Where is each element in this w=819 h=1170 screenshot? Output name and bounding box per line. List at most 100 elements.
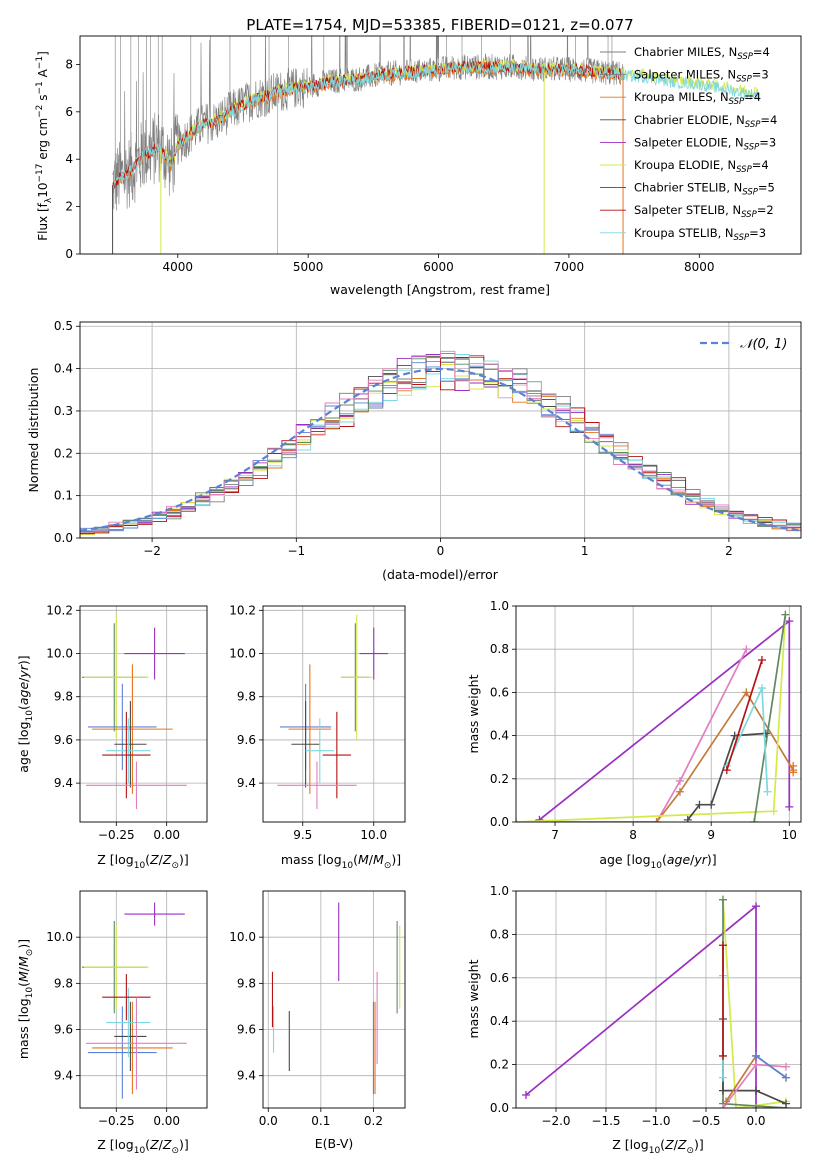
- x-axis-label: Z [log10(Z/Z⊙)]: [612, 1137, 704, 1156]
- weight-marker: [752, 1051, 760, 1060]
- weight-marker: [683, 815, 692, 822]
- axes-frame: [79, 35, 802, 255]
- y-tick-label: 0.2: [54, 446, 73, 460]
- x-tick-label: 0.1: [311, 1114, 330, 1128]
- weight-marker: [752, 1060, 760, 1069]
- y-axis-label: Flux [fλ10−17 erg cm−2 s−1 A−1]: [35, 51, 54, 241]
- y-tick-label: 9.6: [54, 733, 73, 747]
- y-axis-label: Normed distribution: [26, 368, 41, 493]
- y-tick-label: 10.0: [46, 647, 73, 661]
- weight-marker: [742, 688, 751, 697]
- weight-marker: [789, 761, 798, 770]
- y-tick-label: 0.8: [490, 642, 509, 656]
- y-tick-label: 0.2: [490, 1058, 509, 1072]
- weight-marker: [752, 902, 760, 911]
- x-tick-label: 5000: [293, 260, 324, 274]
- weight-marker: [761, 729, 770, 738]
- weight-marker: [742, 645, 751, 654]
- x-axis-label: wavelength [Angstrom, rest frame]: [330, 282, 550, 297]
- weight-series: [538, 619, 791, 821]
- x-axis-label: E(B-V): [315, 1136, 354, 1151]
- x-tick-label: −2.0: [541, 1114, 570, 1128]
- x-tick-label: 9: [707, 828, 715, 842]
- weight-marker: [722, 766, 731, 775]
- axes-frame: [79, 890, 208, 1109]
- y-tick-label: 10.2: [46, 603, 73, 617]
- y-tick-label: 9.4: [54, 776, 73, 790]
- weight-marker: [675, 776, 684, 785]
- weight-marker: [722, 1097, 730, 1106]
- legend-label: Kroupa ELODIE, NSSP=4: [634, 158, 769, 175]
- weight-marker: [750, 818, 759, 822]
- y-tick-label: 0.0: [54, 531, 73, 545]
- histogram-series: [80, 350, 801, 534]
- plot-area: [277, 614, 388, 810]
- axes-frame: [79, 321, 802, 539]
- x-axis-label: Z [log10(Z/Z⊙)]: [97, 852, 189, 871]
- weight-marker: [785, 617, 794, 626]
- y-tick-label: 0.3: [54, 404, 73, 418]
- x-axis-label: Z [log10(Z/Z⊙)]: [97, 1137, 189, 1156]
- figure-title: PLATE=1754, MJD=53385, FIBERID=0121, z=0…: [246, 16, 633, 34]
- weight-series: [755, 1055, 787, 1079]
- x-tick-label: 4000: [163, 260, 194, 274]
- weight-marker: [782, 1073, 790, 1082]
- x-tick-label: 6000: [423, 260, 454, 274]
- gaussian-curve: [80, 367, 801, 532]
- y-tick-label: 2: [65, 200, 73, 214]
- axes-weight_vs_age: 7 8 9 10 0.0 0.2 0.4 0.6 0.8 1.0 age [log10(age/yr…: [466, 599, 802, 871]
- axes-weight_vs_Z: −2.0 −1.5 −1.0 −0.5 0.0 0.0 0.2 0.4 0.6 0.8 1.0 Z […: [466, 884, 802, 1156]
- x-tick-label: 8: [629, 828, 637, 842]
- legend-label: Salpeter ELODIE, NSSP=3: [634, 135, 776, 152]
- weight-marker: [719, 1073, 727, 1082]
- weight-marker: [675, 787, 684, 796]
- plot-area: [271, 902, 401, 1095]
- weight-marker: [757, 656, 766, 664]
- x-tick-label: 0.2: [364, 1114, 383, 1128]
- y-axis-label: age [log10(age/yr)]: [16, 655, 35, 772]
- axes-frame: [262, 605, 406, 823]
- weight-marker: [719, 1086, 727, 1095]
- axes-mass_vs_Z: −0.25 0.00 9.4 9.6 9.8 10.0 Z [log10(Z/Z⊙)] mas…: [16, 890, 208, 1156]
- weight-marker: [782, 1062, 790, 1071]
- y-tick-label: 0.4: [490, 1014, 509, 1028]
- weight-series: [722, 899, 787, 1108]
- axes-frame: [79, 605, 208, 823]
- plot-area: [80, 350, 801, 537]
- y-axis-label: mass [log10(M/M⊙)]: [16, 939, 35, 1059]
- weight-marker: [652, 818, 661, 822]
- x-tick-label: 0: [437, 544, 445, 558]
- weight-series: [722, 899, 787, 1108]
- y-tick-label: 0.4: [490, 729, 509, 743]
- weight-series: [516, 614, 787, 822]
- y-tick-label: 9.8: [54, 690, 73, 704]
- y-axis-label: mass weight: [466, 959, 481, 1038]
- weight-marker: [719, 1104, 727, 1108]
- x-tick-label: −1: [287, 544, 305, 558]
- y-axis-label: mass weight: [466, 674, 481, 753]
- legend-label: Salpeter STELIB, NSSP=2: [634, 203, 774, 220]
- axes-frame: [515, 605, 802, 823]
- plot-area: [112, 36, 759, 254]
- y-tick-label: 0.5: [54, 319, 73, 333]
- weight-series: [753, 614, 787, 822]
- x-tick-label: 9.5: [293, 828, 312, 842]
- y-tick-label: 9.4: [237, 776, 256, 790]
- y-tick-label: 9.6: [237, 733, 256, 747]
- axes-spectrum: 4000 5000 6000 7000 8000 0 2 4 6 8 wavelength [Ang…: [35, 35, 802, 297]
- x-tick-label: 8000: [684, 260, 715, 274]
- weight-marker: [695, 800, 704, 809]
- x-tick-label: 0.0: [746, 1114, 765, 1128]
- weight-marker: [752, 1086, 760, 1095]
- y-tick-label: 0.4: [54, 362, 73, 376]
- weight-marker: [535, 815, 544, 822]
- axes-frame: [515, 890, 802, 1109]
- x-tick-label: 2: [725, 544, 733, 558]
- y-tick-label: 9.8: [237, 690, 256, 704]
- y-tick-label: 10.0: [229, 930, 256, 944]
- x-tick-label: 0.00: [153, 828, 180, 842]
- y-tick-label: 0.1: [54, 489, 73, 503]
- y-tick-label: 0.8: [490, 927, 509, 941]
- y-tick-label: 9.8: [54, 976, 73, 990]
